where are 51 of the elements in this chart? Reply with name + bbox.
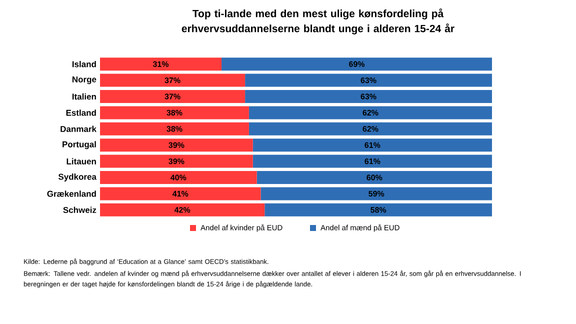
bar: [100, 154, 253, 168]
bar: [100, 74, 246, 87]
y-tick-label: Schweiz: [63, 206, 96, 214]
bar: [100, 106, 249, 120]
data-label: 39%: [168, 158, 184, 164]
data-label: 63%: [360, 94, 376, 100]
data-label: 59%: [368, 190, 384, 197]
y-tick-label: Grækenland: [47, 190, 96, 197]
data-label: 62%: [362, 110, 378, 116]
data-label: 58%: [370, 207, 386, 213]
bar: [100, 187, 261, 200]
bar: [245, 90, 492, 103]
y-tick-label: Norge: [72, 76, 96, 84]
bar: [100, 58, 222, 71]
y-tick-label: Litauen: [66, 158, 96, 164]
bar: [100, 170, 257, 184]
data-label: 31%: [152, 61, 169, 67]
data-label: 60%: [366, 174, 382, 180]
data-label: 38%: [166, 110, 182, 116]
data-label: 41%: [172, 190, 188, 197]
bar: [222, 58, 492, 71]
bar: [245, 74, 492, 87]
chart-title: Top ti-lande med den mest ulige kønsfordeling på erhvervsuddannelserne blandt unge i alderen 15-24 år: [182, 8, 454, 34]
y-tick-label: Danmark: [60, 126, 96, 132]
y-tick-label: Estland: [66, 110, 96, 116]
bar: [256, 170, 492, 184]
data-label: 63%: [360, 77, 376, 84]
data-label: 61%: [364, 142, 380, 148]
bar: [248, 122, 492, 136]
bar: [252, 138, 492, 152]
data-label: 42%: [174, 207, 190, 213]
y-tick-label: Portugal: [62, 141, 96, 150]
y-tick-label: Italien: [72, 93, 96, 100]
data-label: 37%: [164, 77, 180, 84]
data-label: 62%: [362, 126, 378, 132]
bar: [260, 187, 492, 200]
data-label: 40%: [170, 174, 186, 180]
data-label: 38%: [166, 126, 182, 132]
data-label: 61%: [364, 158, 380, 164]
bar: [248, 106, 492, 120]
bar: [100, 203, 265, 216]
bar: [100, 138, 253, 152]
bar: [100, 90, 246, 103]
data-label: 39%: [168, 142, 184, 148]
data-label: 69%: [349, 61, 365, 67]
y-tick-label: Sydkorea: [58, 174, 97, 182]
bar: [100, 122, 249, 136]
y-tick-label: Island: [72, 60, 96, 68]
data-label: 37%: [164, 94, 180, 100]
bar: [252, 154, 492, 168]
bar: [264, 203, 492, 216]
